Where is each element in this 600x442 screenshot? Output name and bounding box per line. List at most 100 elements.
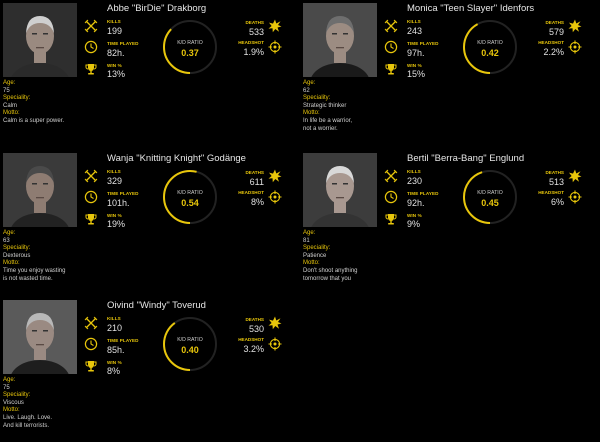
time-played-label: TIME PLAYED — [407, 191, 439, 196]
kd-ratio-label: K/D RATIO — [177, 337, 203, 343]
kd-ratio-label: K/D RATIO — [477, 40, 503, 46]
kd-ratio-value: 0.45 — [481, 198, 499, 208]
deaths-label: DEATHS — [245, 317, 264, 322]
headshot-label: HEADSHOT — [238, 190, 264, 195]
motto-label: Motto: — [3, 260, 20, 267]
deaths-value: 533 — [248, 27, 264, 37]
explosion-icon — [568, 169, 582, 183]
player-name: Monica "Teen Slayer" Idenfors — [407, 3, 535, 14]
kd-ratio-value: 0.37 — [181, 48, 199, 58]
deaths-label: DEATHS — [545, 20, 564, 25]
headshot-label: HEADSHOT — [238, 337, 264, 342]
deaths-label: DEATHS — [245, 20, 264, 25]
age-value: 62 — [303, 87, 310, 94]
kd-ratio-label: K/D RATIO — [177, 40, 203, 46]
age-label: Age: — [3, 80, 16, 86]
trophy-icon — [84, 62, 98, 76]
kills-value: 329 — [107, 176, 123, 186]
win-label: WIN % — [407, 63, 422, 68]
deaths-value: 579 — [548, 27, 564, 37]
kills-value: 230 — [407, 176, 423, 186]
headshot-value: 3.2% — [243, 344, 264, 354]
deaths-label: DEATHS — [545, 170, 564, 175]
kd-ratio-arc — [463, 20, 517, 74]
kd-ratio-arc — [163, 170, 217, 224]
win-label: WIN % — [107, 360, 122, 365]
headshot-label: HEADSHOT — [538, 40, 564, 45]
player-card[interactable]: Monica "Teen Slayer" Idenfors KILLS 243 … — [300, 0, 600, 145]
kd-ratio-arc — [163, 317, 217, 371]
age-label: Age: — [3, 230, 16, 236]
kd-ratio-label: K/D RATIO — [177, 190, 203, 196]
speciality-value: Viscous — [3, 399, 24, 406]
player-card[interactable]: Bertil "Berra-Bang" Englund KILLS 230 TI… — [300, 150, 600, 295]
player-card[interactable]: Oivind "Windy" Toverud KILLS 210 TIME PL… — [0, 297, 300, 442]
kills-value: 210 — [107, 323, 123, 333]
motto-value: Live. Laugh. Love. And kill terrorists. — [3, 414, 53, 429]
age-value: 63 — [3, 237, 10, 244]
age-label: Age: — [303, 230, 316, 236]
player-photo — [3, 3, 77, 77]
motto-value: Time you enjoy wasting is not wasted tim… — [3, 267, 66, 282]
player-card[interactable]: Wanja "Knitting Knight" Godänge KILLS 32… — [0, 150, 300, 295]
win-value: 8% — [107, 366, 121, 376]
crossed-swords-icon — [384, 19, 398, 33]
kills-label: KILLS — [407, 19, 421, 24]
player-photo — [303, 3, 377, 77]
player-bio: Age: 75 Speciality: Calm Motto: Calm is … — [3, 80, 113, 126]
kd-ratio-value: 0.54 — [181, 198, 199, 208]
headshot-value: 1.9% — [243, 47, 264, 57]
speciality-label: Speciality: — [303, 95, 331, 102]
player-card[interactable]: Abbe "BirDie" Drakborg KILLS 199 TIME PL… — [0, 0, 300, 145]
clock-icon — [384, 190, 398, 204]
player-bio: Age: 63 Speciality: Dexterous Motto: Tim… — [3, 230, 113, 283]
kills-label: KILLS — [107, 19, 121, 24]
player-photo — [303, 153, 377, 227]
age-label: Age: — [3, 377, 16, 383]
clock-icon — [84, 337, 98, 351]
speciality-value: Strategic thinker — [303, 102, 347, 109]
headshot-value: 8% — [250, 197, 264, 207]
motto-label: Motto: — [303, 110, 320, 117]
kd-ratio-ring — [161, 315, 219, 373]
headshot-label: HEADSHOT — [538, 190, 564, 195]
kd-ratio-ring — [461, 18, 519, 76]
win-value: 13% — [107, 69, 126, 79]
time-played-label: TIME PLAYED — [107, 191, 139, 196]
explosion-icon — [568, 19, 582, 33]
player-name: Oivind "Windy" Toverud — [107, 300, 206, 311]
kills-label: KILLS — [407, 169, 421, 174]
win-label: WIN % — [407, 213, 422, 218]
time-played-label: TIME PLAYED — [107, 338, 139, 343]
time-played-label: TIME PLAYED — [407, 41, 439, 46]
player-photo — [3, 153, 77, 227]
speciality-label: Speciality: — [3, 392, 31, 399]
player-bio: Age: 75 Speciality: Viscous Motto: Live.… — [3, 377, 113, 430]
age-value: 81 — [303, 237, 310, 244]
crossed-swords-icon — [84, 169, 98, 183]
time-played-value: 92h. — [407, 198, 425, 208]
kd-ratio-ring — [161, 18, 219, 76]
motto-label: Motto: — [3, 110, 20, 117]
age-value: 75 — [3, 87, 10, 94]
motto-value: In life be a warrior, not a worrier. — [303, 117, 353, 132]
kd-ratio-label: K/D RATIO — [477, 190, 503, 196]
headshot-label: HEADSHOT — [238, 40, 264, 45]
motto-label: Motto: — [303, 260, 320, 267]
kills-label: KILLS — [107, 169, 121, 174]
crossed-swords-icon — [84, 316, 98, 330]
time-played-value: 97h. — [407, 48, 425, 58]
clock-icon — [384, 40, 398, 54]
explosion-icon — [268, 19, 282, 33]
trophy-icon — [384, 212, 398, 226]
crosshair-icon — [268, 40, 282, 54]
time-played-label: TIME PLAYED — [107, 41, 139, 46]
time-played-value: 85h. — [107, 345, 125, 355]
time-played-value: 82h. — [107, 48, 125, 58]
speciality-value: Patience — [303, 252, 327, 259]
crosshair-icon — [268, 190, 282, 204]
age-label: Age: — [303, 80, 316, 86]
win-value: 9% — [407, 219, 421, 229]
kills-value: 199 — [107, 26, 123, 36]
speciality-value: Calm — [3, 102, 18, 109]
